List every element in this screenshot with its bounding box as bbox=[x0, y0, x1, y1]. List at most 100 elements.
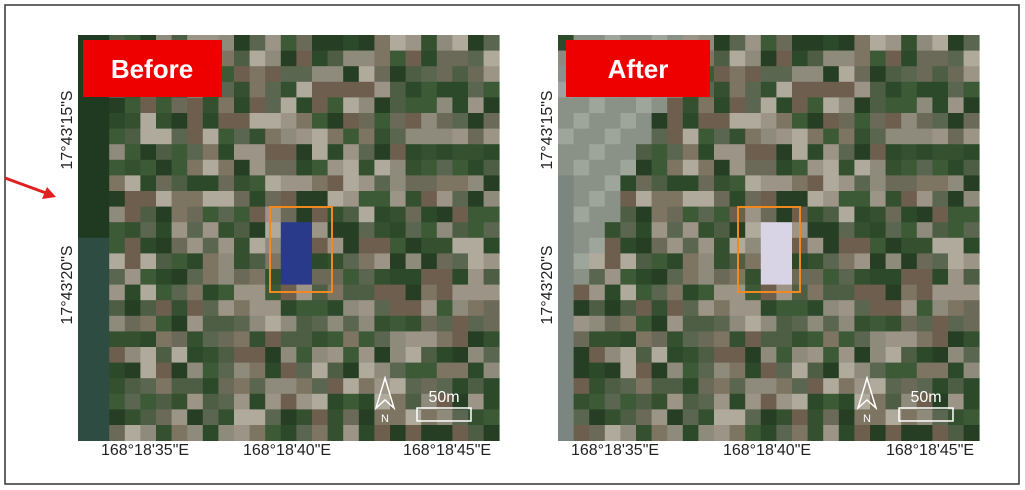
pixel bbox=[760, 253, 777, 270]
pixel bbox=[343, 315, 360, 332]
pixel bbox=[916, 269, 933, 285]
pixel bbox=[760, 362, 777, 379]
pixel bbox=[558, 347, 574, 363]
pixel bbox=[620, 191, 637, 207]
pixel bbox=[327, 300, 344, 317]
pixel bbox=[421, 315, 438, 332]
pixel bbox=[932, 128, 949, 145]
pixel bbox=[93, 253, 110, 270]
pixel bbox=[265, 144, 282, 161]
pixel bbox=[374, 66, 391, 83]
pixel bbox=[714, 222, 730, 239]
pixel bbox=[187, 237, 204, 254]
pixel bbox=[140, 284, 157, 301]
pixel bbox=[390, 144, 406, 161]
pixel bbox=[776, 191, 793, 207]
pixel bbox=[604, 362, 621, 379]
pixel bbox=[140, 206, 157, 223]
pixel bbox=[885, 284, 902, 301]
pixel bbox=[854, 97, 871, 114]
pixel bbox=[901, 347, 918, 363]
pixel bbox=[823, 409, 840, 426]
pixel bbox=[421, 159, 438, 176]
pixel bbox=[421, 191, 438, 207]
pixel bbox=[870, 425, 886, 441]
pixel bbox=[78, 253, 94, 270]
pixel bbox=[854, 113, 871, 129]
pixel bbox=[698, 191, 715, 207]
pixel bbox=[296, 81, 313, 98]
pixel bbox=[171, 237, 188, 254]
pixel bbox=[901, 300, 918, 317]
pixel bbox=[932, 284, 949, 301]
label-box bbox=[566, 40, 710, 97]
pixel bbox=[452, 66, 469, 83]
pixel bbox=[745, 378, 762, 395]
pixel bbox=[436, 206, 453, 223]
pixel bbox=[218, 81, 235, 98]
pixel bbox=[452, 269, 469, 285]
pixel bbox=[807, 191, 824, 207]
pixel bbox=[124, 284, 141, 301]
pixel bbox=[109, 378, 126, 395]
pixel bbox=[202, 393, 219, 410]
pixel bbox=[405, 347, 422, 363]
pixel bbox=[124, 425, 141, 441]
pixel bbox=[745, 425, 762, 441]
pixel bbox=[124, 269, 141, 285]
pixel bbox=[776, 97, 793, 114]
pixel bbox=[468, 66, 484, 83]
pixel bbox=[327, 222, 344, 239]
pixel bbox=[558, 175, 574, 192]
pixel bbox=[140, 269, 157, 285]
pixel bbox=[573, 128, 590, 145]
pixel bbox=[963, 284, 980, 301]
pixel bbox=[745, 253, 762, 270]
pixel bbox=[202, 409, 219, 426]
pixel bbox=[234, 393, 250, 410]
pixel bbox=[218, 191, 235, 207]
pixel bbox=[916, 300, 933, 317]
pixel bbox=[156, 362, 172, 379]
pixel bbox=[280, 378, 297, 395]
pixel bbox=[901, 378, 918, 395]
pixel bbox=[234, 175, 250, 192]
pixel bbox=[604, 284, 621, 301]
pixel bbox=[558, 222, 574, 239]
pixel bbox=[78, 425, 94, 441]
pixel bbox=[468, 144, 484, 161]
pixel bbox=[729, 331, 746, 348]
pixel bbox=[265, 425, 282, 441]
pixel bbox=[249, 347, 266, 363]
pixel bbox=[729, 81, 746, 98]
pixel bbox=[280, 159, 297, 176]
pixel bbox=[405, 50, 422, 67]
pixel bbox=[636, 284, 652, 301]
pixel bbox=[296, 253, 313, 270]
pixel bbox=[312, 222, 328, 239]
pixel bbox=[358, 191, 375, 207]
pixel bbox=[838, 300, 855, 317]
pixel bbox=[296, 175, 313, 192]
pixel bbox=[468, 362, 484, 379]
pixel bbox=[885, 269, 902, 285]
pixel bbox=[156, 331, 172, 348]
pixel bbox=[109, 191, 126, 207]
pixel bbox=[124, 393, 141, 410]
pixel bbox=[745, 393, 762, 410]
pixel bbox=[698, 315, 715, 332]
pixel bbox=[636, 159, 652, 176]
pixel bbox=[589, 144, 606, 161]
pixel bbox=[916, 206, 933, 223]
pixel bbox=[249, 269, 266, 285]
pixel bbox=[280, 331, 297, 348]
pixel bbox=[963, 347, 980, 363]
pixel bbox=[651, 144, 668, 161]
pixel bbox=[234, 191, 250, 207]
pixel bbox=[854, 159, 871, 176]
pixel bbox=[620, 113, 637, 129]
pixel bbox=[343, 362, 360, 379]
pixel bbox=[932, 378, 949, 395]
pixel bbox=[234, 253, 250, 270]
pixel bbox=[932, 253, 949, 270]
